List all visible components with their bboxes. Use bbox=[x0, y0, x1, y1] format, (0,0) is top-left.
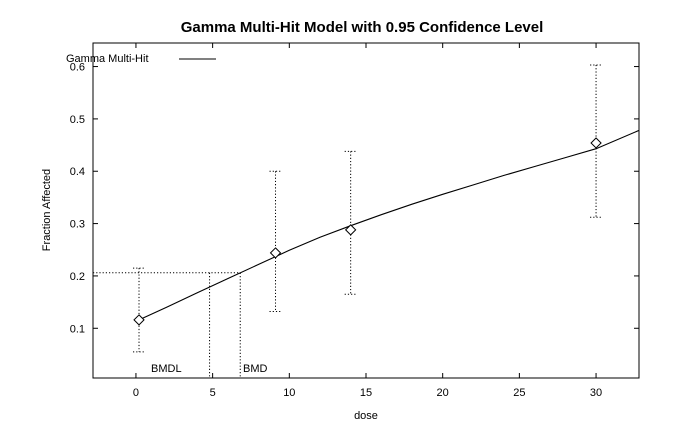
data-point bbox=[133, 314, 145, 326]
bmdl-label: BMDL bbox=[151, 363, 182, 375]
x-tick-label: 0 bbox=[133, 387, 139, 399]
observed-points bbox=[133, 137, 602, 326]
data-point bbox=[590, 137, 602, 149]
y-tick-label: 0.6 bbox=[70, 62, 85, 74]
legend: Gamma Multi-Hit bbox=[66, 53, 216, 65]
bmd-guides bbox=[93, 272, 241, 378]
bmd-label: BMD bbox=[243, 363, 268, 375]
x-tick-label: 30 bbox=[590, 387, 602, 399]
x-axis-ticks: 0 5 10 15 20 25 30 bbox=[133, 43, 602, 399]
x-tick-label: 10 bbox=[283, 387, 295, 399]
x-tick-label: 25 bbox=[513, 387, 525, 399]
plot-frame bbox=[92, 42, 640, 379]
y-axis-ticks: 0.1 0.2 0.3 0.4 0.5 0.6 bbox=[70, 62, 639, 335]
y-tick-label: 0.4 bbox=[70, 166, 85, 178]
error-bars bbox=[133, 64, 603, 353]
x-tick-label: 15 bbox=[360, 387, 372, 399]
chart-title: Gamma Multi-Hit Model with 0.95 Confiden… bbox=[181, 19, 544, 36]
legend-label: Gamma Multi-Hit bbox=[66, 53, 149, 65]
x-tick-label: 5 bbox=[210, 387, 216, 399]
model-curves bbox=[138, 129, 640, 321]
series-line bbox=[138, 129, 640, 321]
y-axis-label: Fraction Affected bbox=[41, 169, 53, 251]
x-tick-label: 20 bbox=[437, 387, 449, 399]
data-point bbox=[269, 247, 282, 259]
y-tick-label: 0.5 bbox=[70, 114, 85, 126]
y-tick-label: 0.1 bbox=[70, 323, 85, 335]
data-point bbox=[344, 224, 357, 236]
x-axis-label: dose bbox=[354, 410, 378, 422]
y-tick-label: 0.2 bbox=[70, 271, 85, 283]
y-tick-label: 0.3 bbox=[70, 219, 85, 231]
